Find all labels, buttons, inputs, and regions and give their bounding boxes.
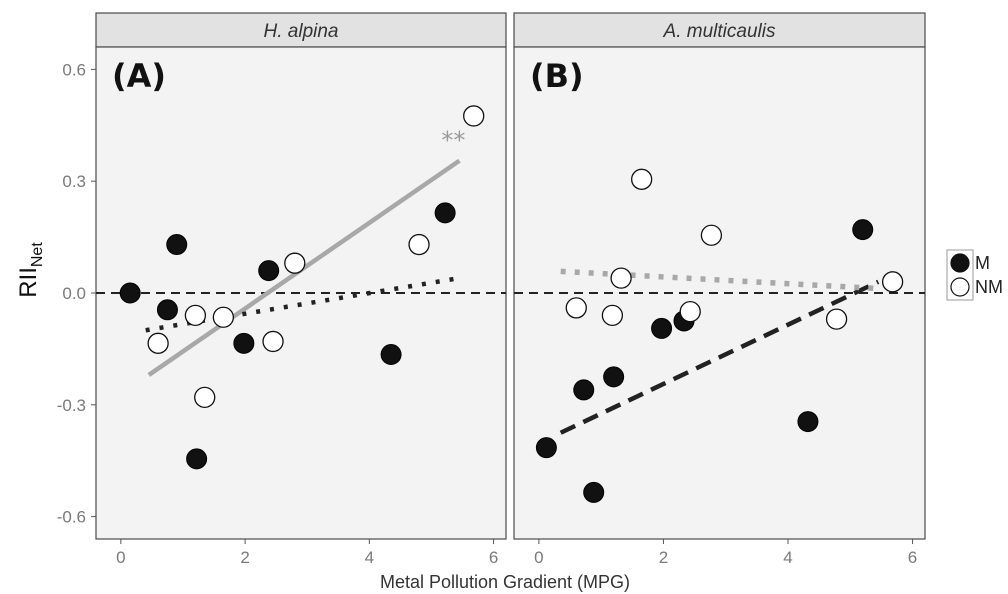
point-nm — [262, 330, 284, 353]
y-tick-label: -0.6 — [57, 508, 86, 527]
point-m — [233, 332, 255, 354]
facet-title: H. alpina — [264, 21, 339, 42]
panels-layer: H. alpina 0 2 4 6 (A) ** A. multicaulis 0 2 4 6 (B) — [95, 12, 926, 567]
y-tick-label: 0.0 — [62, 284, 86, 303]
point-nm — [408, 233, 430, 256]
point-nm — [184, 304, 207, 327]
point-m — [651, 317, 673, 339]
x-tick-label: 6 — [908, 548, 917, 567]
point-m — [119, 282, 141, 304]
y-tick-label: 0.6 — [62, 60, 86, 79]
point-nm — [825, 308, 848, 330]
point-m — [186, 448, 208, 470]
panel-tag: (B) — [530, 57, 584, 95]
panel-tag: (A) — [112, 57, 166, 95]
point-nm — [601, 304, 624, 327]
point-nm — [700, 224, 723, 246]
legend-key-nm — [950, 277, 970, 297]
facet-strip — [513, 12, 926, 48]
x-tick-label: 6 — [489, 548, 498, 567]
facet-strip — [95, 12, 507, 48]
x-tick-label: 2 — [659, 548, 668, 567]
point-m — [434, 202, 456, 224]
point-nm — [679, 300, 701, 323]
point-m — [156, 299, 178, 321]
legend-label-m: M — [975, 253, 990, 273]
significance-annotation: ** — [441, 127, 465, 155]
panel-a: H. alpina 0 2 4 6 (A) ** — [95, 12, 507, 567]
point-nm — [284, 252, 306, 274]
x-axis-title: Metal Pollution Gradient (MPG) — [380, 572, 630, 592]
x-tick-label: 0 — [534, 548, 543, 567]
point-m — [797, 411, 819, 433]
legend: M NM — [946, 249, 1003, 301]
point-nm — [147, 332, 169, 354]
legend-key-box — [946, 249, 974, 301]
point-m — [166, 234, 188, 256]
x-tick-label: 4 — [365, 548, 374, 567]
point-nm — [610, 267, 632, 289]
x-tick-label: 0 — [116, 548, 125, 567]
point-m — [258, 260, 280, 282]
x-tick-label: 2 — [240, 548, 249, 567]
y-axis-title: RIINet — [15, 242, 46, 298]
point-nm — [631, 168, 653, 190]
y-axis: -0.6 -0.3 0.0 0.3 0.6 — [57, 60, 96, 527]
point-nm — [881, 271, 904, 293]
y-tick-label: 0.3 — [62, 172, 86, 191]
point-m — [535, 437, 557, 459]
panel-b: A. multicaulis 0 2 4 6 (B) — [513, 12, 926, 567]
y-tick-label: -0.3 — [57, 396, 86, 415]
point-m — [852, 219, 874, 241]
point-nm — [463, 105, 485, 127]
point-m — [380, 344, 402, 365]
x-tick-label: 4 — [783, 548, 792, 567]
point-m — [583, 481, 605, 503]
fit-line-m — [559, 279, 880, 435]
point-nm — [212, 306, 234, 328]
legend-key-m — [950, 253, 970, 273]
point-nm — [565, 297, 587, 319]
legend-label-nm: NM — [975, 277, 1003, 297]
point-m — [573, 379, 595, 401]
facet-title: A. multicaulis — [663, 21, 776, 42]
point-m — [603, 366, 625, 388]
point-nm — [194, 386, 216, 409]
